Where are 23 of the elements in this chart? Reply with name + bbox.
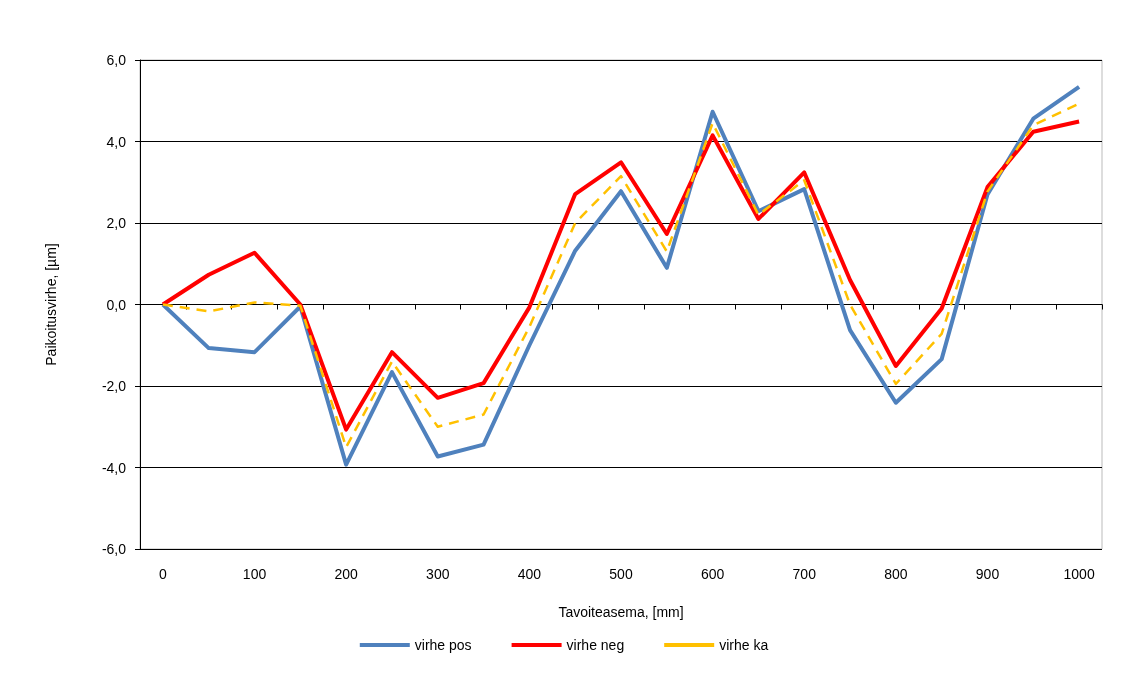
x-tick-label: 0	[159, 566, 168, 582]
x-tick-label: 700	[792, 566, 817, 582]
x-tick-label: 200	[334, 566, 359, 582]
x-tick-label: 800	[884, 566, 908, 582]
legend-label: virhe pos	[414, 637, 472, 653]
x-tick-label: 1000	[1063, 566, 1095, 582]
x-tick-label: 900	[975, 566, 1000, 582]
y-tick-label: -6,0	[101, 541, 127, 557]
y-tick-label: -4,0	[101, 459, 127, 476]
x-tick-label: 300	[426, 566, 450, 582]
legend-label: virhe neg	[566, 637, 625, 653]
y-tick-label: 4,0	[106, 133, 127, 150]
y-tick-label: -2,0	[101, 378, 127, 394]
x-tick-label: 400	[517, 566, 542, 582]
legend-label: virhe ka	[719, 637, 769, 653]
x-tick-label: 100	[242, 566, 267, 582]
y-tick-label: 2,0	[106, 215, 127, 231]
y-axis-title: Paikoitusvirhe, [µm]	[43, 243, 59, 366]
x-tick-label: 500	[609, 566, 633, 582]
y-tick-label: 0,0	[106, 296, 127, 313]
x-axis-title: Tavoiteasema, [mm]	[558, 604, 684, 620]
x-tick-label: 600	[700, 566, 725, 582]
y-tick-label: 6,0	[106, 52, 127, 68]
